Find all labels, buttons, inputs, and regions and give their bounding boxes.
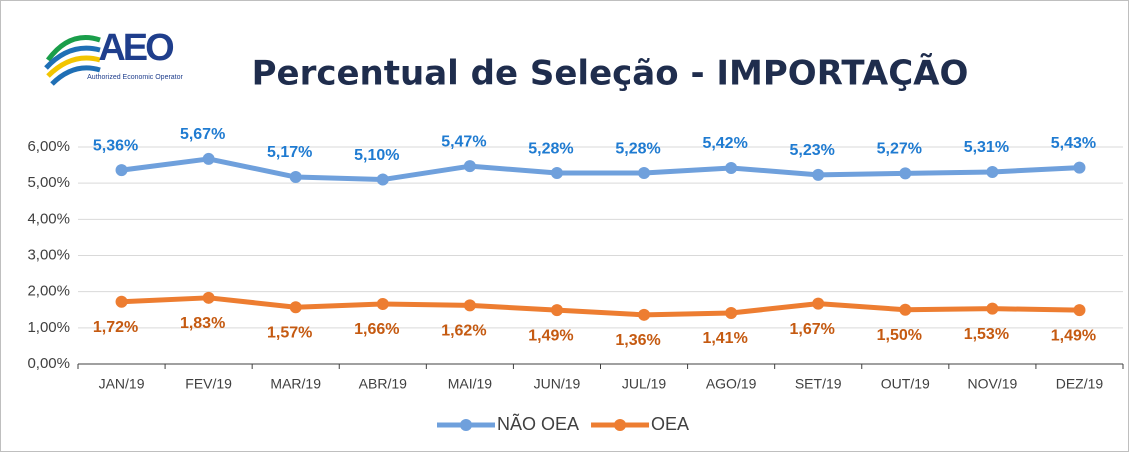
point — [463, 160, 476, 173]
point — [115, 295, 128, 308]
y-tick-label: 5,00% — [27, 174, 70, 191]
point — [812, 297, 825, 310]
x-tick-label: OUT/19 — [881, 376, 930, 392]
x-tick-label: JAN/19 — [99, 376, 145, 392]
point — [812, 168, 825, 181]
data-label: 1,53% — [964, 326, 1009, 343]
data-label: 1,49% — [1051, 327, 1096, 344]
data-label: 5,10% — [354, 147, 399, 164]
data-label: 1,36% — [615, 332, 660, 349]
y-tick-label: 6,00% — [27, 138, 70, 155]
data-label: 5,27% — [877, 141, 922, 158]
data-label: 1,72% — [93, 319, 138, 336]
point — [986, 165, 999, 178]
x-tick-label: FEV/19 — [185, 376, 232, 392]
data-label: 1,50% — [877, 327, 922, 344]
data-label: 1,67% — [790, 321, 835, 338]
y-tick-label: 3,00% — [27, 246, 70, 263]
data-label: 1,66% — [354, 321, 399, 338]
x-tick-label: JUL/19 — [622, 376, 667, 392]
data-label: 1,62% — [441, 323, 486, 340]
data-label: 5,28% — [528, 140, 573, 157]
data-label: 5,43% — [1051, 135, 1096, 152]
legend-marker — [614, 419, 627, 431]
point — [1073, 161, 1086, 174]
legend-marker — [460, 419, 472, 431]
x-tick-label: MAR/19 — [270, 376, 321, 392]
data-label: 1,41% — [702, 330, 747, 347]
y-tick-label: 4,00% — [27, 210, 70, 227]
data-label: 5,67% — [180, 126, 225, 143]
legend-label: NÃO OEA — [497, 413, 579, 434]
point — [289, 171, 302, 184]
series-line — [121, 295, 1080, 318]
x-tick-label: JUN/19 — [534, 376, 581, 392]
point — [725, 161, 738, 174]
chart-title: Percentual de Seleção - IMPORTAÇÃO — [252, 53, 969, 94]
point — [899, 167, 912, 180]
data-label: 5,28% — [615, 140, 660, 157]
series-line — [121, 156, 1080, 183]
point — [725, 307, 738, 320]
y-tick-label: 2,00% — [27, 283, 70, 300]
point — [899, 303, 912, 316]
x-tick-label: NOV/19 — [967, 376, 1017, 392]
logo-text: AEO — [98, 27, 173, 69]
point — [638, 308, 651, 321]
data-label: 5,36% — [93, 137, 138, 154]
data-label: 1,49% — [528, 327, 573, 344]
x-tick-label: DEZ/19 — [1056, 376, 1104, 392]
point — [1073, 304, 1086, 317]
legend-label: OEA — [651, 414, 689, 434]
x-tick-label: SET/19 — [795, 376, 842, 392]
data-label: 5,47% — [441, 133, 486, 150]
point — [376, 173, 389, 186]
point — [289, 301, 302, 314]
point — [202, 152, 215, 165]
point — [376, 297, 389, 310]
x-tick-label: ABR/19 — [359, 376, 407, 392]
point — [638, 167, 651, 180]
logo: AEO Authorized Economic Operator — [44, 27, 184, 86]
data-label: 5,42% — [702, 135, 747, 152]
x-tick-label: MAI/19 — [448, 376, 493, 392]
data-label: 1,83% — [180, 315, 225, 332]
point — [550, 167, 563, 180]
point — [550, 304, 563, 317]
y-tick-label: 1,00% — [27, 319, 70, 336]
data-label: 5,31% — [964, 139, 1009, 156]
point — [986, 302, 999, 315]
logo-caption: Authorized Economic Operator — [87, 74, 183, 81]
x-tick-label: AGO/19 — [706, 376, 757, 392]
point — [115, 164, 128, 177]
data-label: 5,17% — [267, 144, 312, 161]
point — [202, 291, 215, 304]
y-tick-label: 0,00% — [27, 355, 70, 372]
data-label: 5,23% — [790, 142, 835, 159]
data-label: 1,57% — [267, 324, 312, 341]
point — [463, 299, 476, 312]
